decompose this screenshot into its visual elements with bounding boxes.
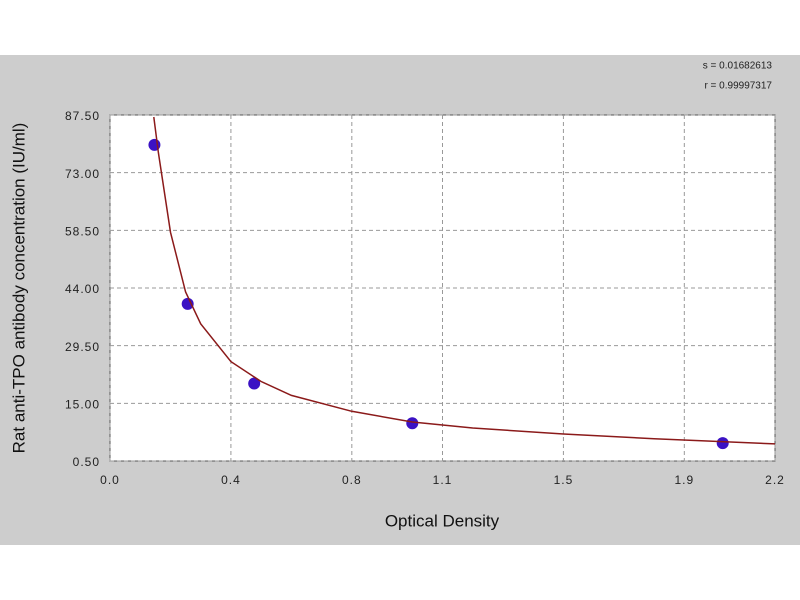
y-tick-label: 44.00 <box>65 282 100 296</box>
annotation: s = 0.01682613 <box>703 61 773 72</box>
x-tick-label: 1.1 <box>433 473 453 487</box>
x-tick-label: 0.8 <box>342 473 362 487</box>
y-tick-label: 15.00 <box>65 398 100 412</box>
data-point <box>716 437 729 450</box>
annotation: r = 0.99997317 <box>704 81 772 92</box>
x-tick-label: 1.5 <box>554 473 574 487</box>
x-tick-label: 2.2 <box>765 473 785 487</box>
y-tick-label: 73.00 <box>65 167 100 181</box>
data-point <box>406 417 419 430</box>
x-tick-label: 0.4 <box>221 473 241 487</box>
y-axis-label: Rat anti-TPO antibody concentration (IU/… <box>9 123 28 454</box>
y-tick-label: 58.50 <box>65 225 100 239</box>
x-tick-label: 0.0 <box>100 473 120 487</box>
x-tick-label: 1.9 <box>674 473 694 487</box>
y-tick-label: 0.50 <box>73 455 100 469</box>
y-tick-label: 29.50 <box>65 340 100 354</box>
fit-curve <box>153 116 776 445</box>
x-axis-label: Optical Density <box>385 511 500 530</box>
data-point <box>248 377 261 390</box>
y-tick-label: 87.50 <box>65 109 100 123</box>
data-point <box>181 297 194 310</box>
